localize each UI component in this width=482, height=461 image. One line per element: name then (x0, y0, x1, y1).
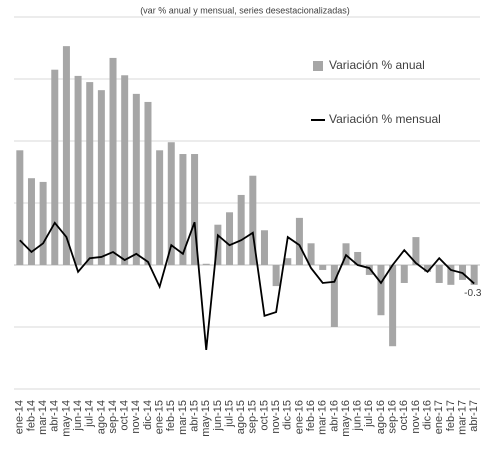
bar (86, 82, 94, 265)
x-tick-label: nov-16 (410, 400, 422, 434)
x-tick-label: ago-15 (235, 400, 247, 434)
x-tick-label: ene-15 (154, 400, 166, 434)
bar (377, 265, 385, 316)
line (19, 221, 475, 351)
bar (144, 101, 152, 265)
bar (400, 265, 408, 283)
x-tick-label: jul-15 (223, 400, 235, 428)
legend-label: Variación % mensual (329, 112, 441, 126)
x-tick-label: mar-14 (37, 400, 49, 435)
x-tick-label: may-16 (340, 400, 352, 437)
bar (167, 142, 175, 265)
bar (249, 175, 257, 265)
x-tick-label: mar-15 (177, 400, 189, 435)
bar (307, 243, 315, 265)
bar (330, 265, 338, 327)
x-tick-label: ago-16 (375, 400, 387, 434)
x-tick-label: sep-16 (387, 400, 399, 434)
bar (447, 265, 455, 285)
x-tick-label: feb-17 (445, 400, 457, 431)
bar (412, 237, 420, 265)
x-tick-label: mar-16 (317, 400, 329, 435)
x-tick-label: abr-15 (188, 400, 200, 432)
bar (132, 93, 140, 265)
legend-swatch (313, 61, 323, 71)
x-tick-label: dic-15 (282, 400, 294, 430)
x-tick-label: dic-16 (421, 400, 433, 430)
x-tick-label: ene-17 (433, 400, 445, 434)
bar (435, 265, 443, 283)
bar (156, 150, 164, 265)
bar (39, 181, 47, 265)
bar (121, 75, 129, 265)
bar (260, 230, 268, 265)
bar (109, 57, 117, 265)
x-tick-label: sep-14 (107, 400, 119, 434)
bar (51, 69, 59, 265)
x-tick-label: oct-14 (119, 400, 131, 431)
bar (295, 217, 303, 265)
bar (16, 150, 24, 265)
bar (319, 265, 327, 270)
bar (179, 154, 187, 265)
x-tick-label: ene-16 (293, 400, 305, 434)
x-tick-label: may-15 (200, 400, 212, 437)
bar (354, 251, 362, 265)
x-tick-label: abr-17 (468, 400, 480, 432)
x-tick-label: oct-16 (398, 400, 410, 431)
x-tick-label: dic-14 (142, 400, 154, 430)
bar (470, 265, 478, 285)
bar (237, 194, 245, 265)
x-tick-label: jun-16 (352, 400, 364, 432)
bar (27, 178, 35, 265)
chart-subtitle: (var % anual y mensual, series desestaci… (140, 5, 350, 15)
bar (191, 154, 199, 265)
bar (284, 258, 292, 265)
x-tick-label: ago-14 (95, 400, 107, 434)
x-tick-label: ene-14 (14, 400, 26, 434)
bar (74, 75, 82, 266)
bar (226, 212, 234, 265)
bar (389, 265, 397, 347)
bar (365, 265, 373, 275)
x-tick-label: abr-14 (49, 400, 61, 432)
bar (272, 265, 280, 287)
x-tick-label: jul-16 (363, 400, 375, 428)
x-tick-label: nov-14 (130, 400, 142, 434)
legend-label: Variación % anual (329, 58, 425, 72)
bar (424, 265, 432, 272)
bar (214, 224, 222, 265)
bar (62, 46, 70, 265)
bar (97, 90, 105, 265)
x-tick-label: jun-15 (212, 400, 224, 432)
x-tick-label: may-14 (60, 400, 72, 437)
x-tick-label: nov-15 (270, 400, 282, 434)
x-tick-label: sep-15 (247, 400, 259, 434)
x-tick-label: abr-16 (328, 400, 340, 432)
x-tick-label: jul-14 (84, 400, 96, 428)
x-tick-label: mar-17 (456, 400, 468, 435)
x-tick-label: jun-14 (72, 400, 84, 432)
data-label: -0.3 (464, 288, 482, 299)
bar (202, 263, 210, 265)
x-tick-label: feb-16 (305, 400, 317, 431)
x-tick-label: oct-15 (258, 400, 270, 431)
x-tick-label: feb-14 (25, 400, 37, 431)
x-tick-label: feb-15 (165, 400, 177, 431)
